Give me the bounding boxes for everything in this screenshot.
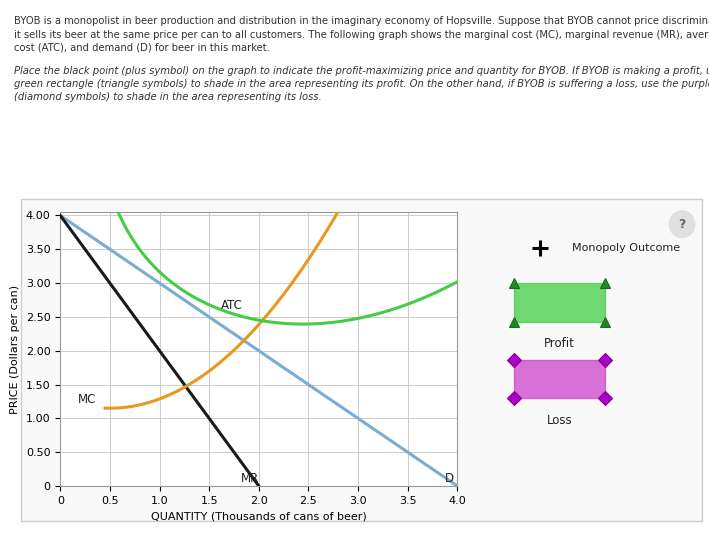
Text: MR: MR: [241, 472, 259, 485]
FancyBboxPatch shape: [514, 360, 605, 398]
Text: cost (ATC), and demand (D) for beer in this market.: cost (ATC), and demand (D) for beer in t…: [14, 43, 270, 53]
Y-axis label: PRICE (Dollars per can): PRICE (Dollars per can): [10, 285, 21, 413]
Text: Monopoly Outcome: Monopoly Outcome: [572, 243, 681, 253]
FancyBboxPatch shape: [514, 284, 605, 322]
Text: Profit: Profit: [544, 337, 575, 350]
Text: MC: MC: [78, 394, 96, 407]
Text: green rectangle (triangle symbols) to shade in the area representing its profit.: green rectangle (triangle symbols) to sh…: [14, 79, 709, 89]
Text: it sells its beer at the same price per can to all customers. The following grap: it sells its beer at the same price per …: [14, 30, 709, 40]
Text: BYOB is a monopolist in beer production and distribution in the imaginary econom: BYOB is a monopolist in beer production …: [14, 16, 709, 26]
Text: Loss: Loss: [547, 413, 572, 427]
Text: ?: ?: [679, 217, 686, 231]
Text: Place the black point (plus symbol) on the graph to indicate the profit-maximizi: Place the black point (plus symbol) on t…: [14, 66, 709, 76]
Text: ATC: ATC: [221, 299, 243, 312]
Text: D: D: [445, 472, 454, 485]
Circle shape: [669, 211, 695, 237]
X-axis label: QUANTITY (Thousands of cans of beer): QUANTITY (Thousands of cans of beer): [151, 511, 367, 521]
Text: (diamond symbols) to shade in the area representing its loss.: (diamond symbols) to shade in the area r…: [14, 92, 322, 103]
